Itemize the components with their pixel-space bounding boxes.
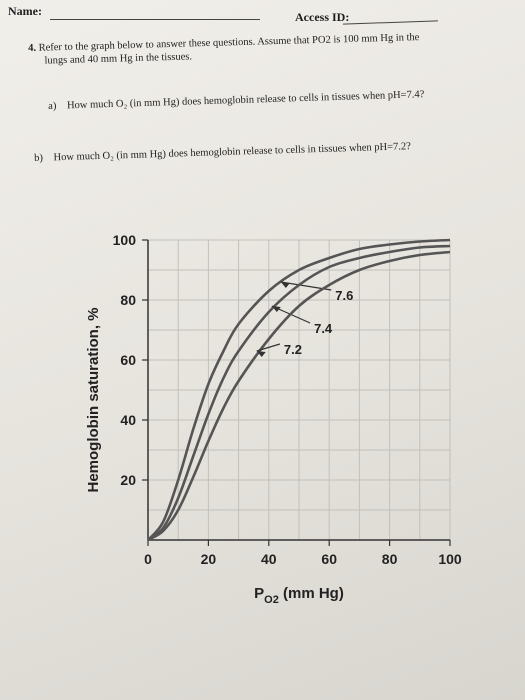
- y-tick-label: 40: [120, 412, 136, 428]
- x-tick-label: 60: [321, 551, 337, 567]
- y-tick-label: 80: [120, 292, 136, 308]
- y-tick-label: 100: [113, 232, 137, 248]
- x-tick-label: 20: [201, 551, 217, 567]
- name-label: Name:: [8, 4, 42, 18]
- x-tick-label: 100: [438, 551, 462, 567]
- pointer-arrowhead: [271, 306, 281, 312]
- x-tick-label: 80: [382, 551, 398, 567]
- y-axis-title: Hemoglobin saturation, %: [85, 307, 102, 492]
- curve-label-7-6: 7.6: [335, 288, 353, 303]
- curve-ph-7-2: [147, 250, 451, 542]
- pointer-arrowhead: [256, 351, 266, 357]
- name-line: [50, 19, 260, 20]
- curve-ph-7-6: [147, 238, 451, 541]
- x-tick-label: 40: [261, 551, 277, 567]
- curve-pointer: [256, 343, 281, 352]
- y-tick-label: 60: [120, 352, 136, 368]
- curve-label-7-2: 7.2: [284, 342, 302, 357]
- curve-ph-7-4: [147, 244, 451, 542]
- access-id-label: Access ID:: [295, 10, 350, 24]
- x-tick-label: 0: [144, 551, 152, 567]
- curve-label-7-4: 7.4: [314, 321, 333, 336]
- pointer-arrowhead: [280, 282, 290, 288]
- y-tick-label: 20: [120, 472, 136, 488]
- x-axis-title: PO2 (mm Hg): [254, 585, 344, 606]
